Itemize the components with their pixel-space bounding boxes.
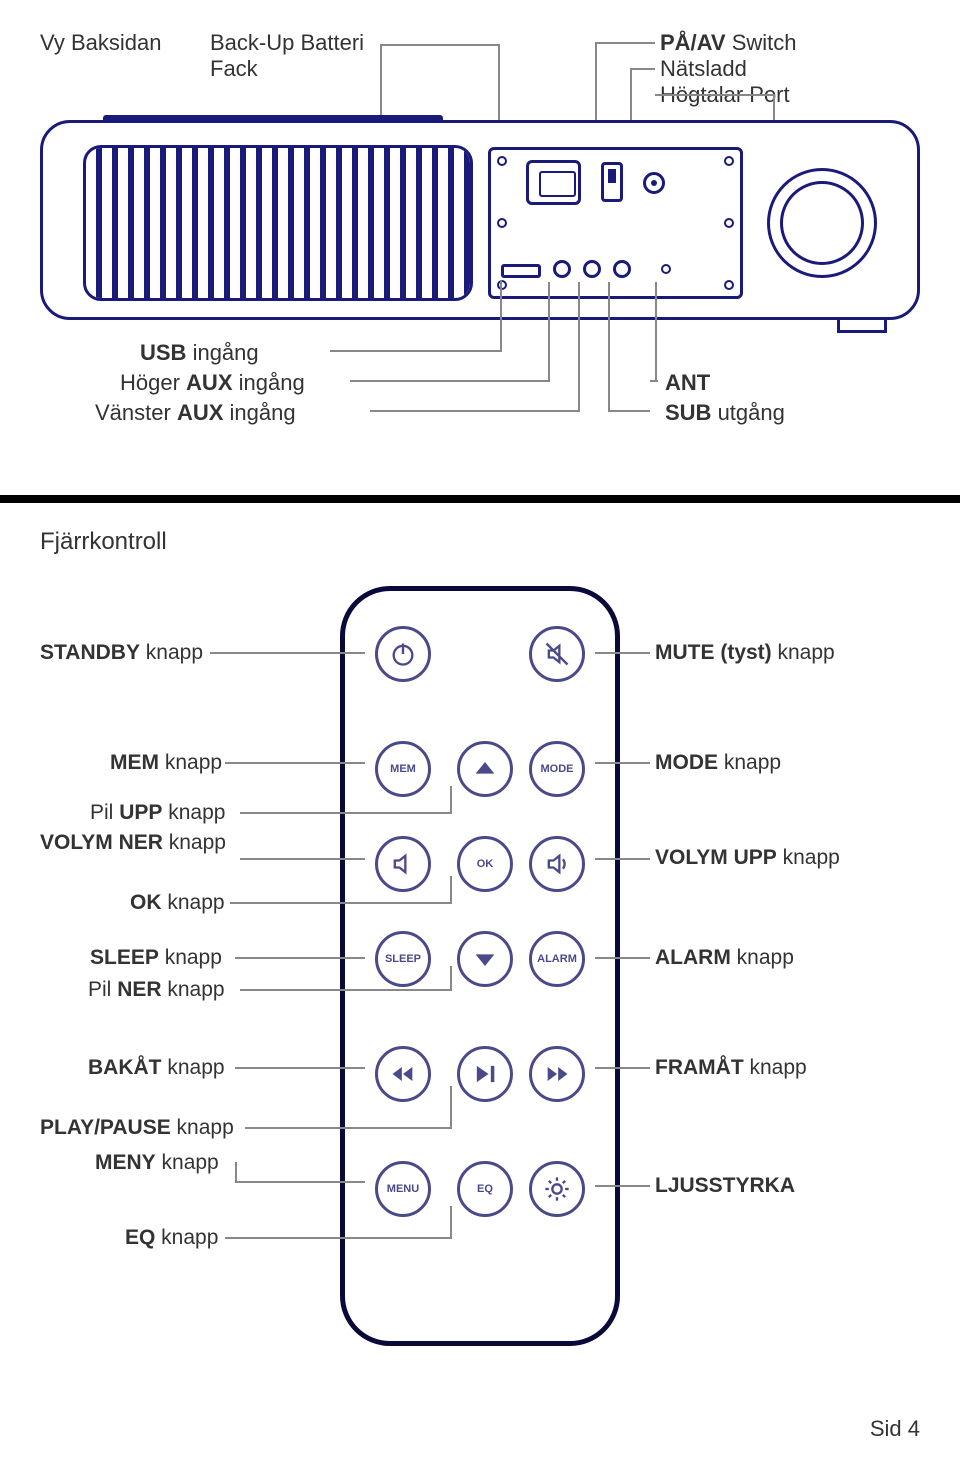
switch-label: PÅ/AV Switch [660, 30, 797, 56]
menu-button: MENU [375, 1161, 431, 1217]
mem-button: MEM [375, 741, 431, 797]
menu-label: MENY knapp [95, 1151, 219, 1175]
next-button [529, 1046, 585, 1102]
brightness-button [529, 1161, 585, 1217]
mute-label: MUTE (tyst) knapp [655, 641, 835, 665]
alarm-label: ALARM knapp [655, 946, 794, 970]
usb-port [501, 264, 541, 278]
back-label: BAKÅT knapp [88, 1056, 225, 1080]
back-view-title: Vy Baksidan [40, 30, 161, 56]
prev-button [375, 1046, 431, 1102]
play-pause-button [457, 1046, 513, 1102]
usb-label: USB ingång [140, 340, 259, 366]
page-number: Sid 4 [40, 1416, 920, 1442]
device-back-illustration [40, 120, 920, 320]
play-label: PLAY/PAUSE knapp [40, 1116, 234, 1140]
standby-label: STANDBY knapp [40, 641, 203, 665]
aux-r-label: Höger AUX ingång [120, 370, 305, 396]
vol-up-label: VOLYM UPP knapp [655, 846, 840, 870]
mode-label: MODE knapp [655, 751, 781, 775]
standby-button-icon [375, 626, 431, 682]
ant-terminal [661, 264, 671, 274]
power-switch [601, 162, 623, 202]
speaker-grill [83, 145, 473, 301]
sub-jack [613, 260, 631, 278]
aux-l-jack [583, 260, 601, 278]
aux-l-label: Vänster AUX ingång [95, 400, 296, 426]
ok-button: OK [457, 836, 513, 892]
vol-down-label: VOLYM NER knapp [40, 831, 226, 855]
speaker-port [767, 168, 877, 278]
cord-label: Nätsladd [660, 56, 747, 82]
arrow-up-button [457, 741, 513, 797]
sub-label: SUB utgång [665, 400, 785, 426]
mute-button-icon [529, 626, 585, 682]
remote-section-title: Fjärrkontroll [40, 528, 920, 556]
ant-label: ANT [665, 370, 710, 396]
eq-button: EQ [457, 1161, 513, 1217]
alarm-button: ALARM [529, 931, 585, 987]
led-indicator [643, 172, 665, 194]
battery-label-2: Fack [210, 56, 258, 82]
section-divider [0, 495, 960, 503]
power-socket [526, 160, 581, 205]
vol-down-button [375, 836, 431, 892]
remote-illustration: MEM MODE OK SLEEP ALARM MENU EQ [340, 586, 620, 1346]
arrow-down-label: Pil NER knapp [88, 978, 225, 1002]
mem-label: MEM knapp [110, 751, 222, 775]
battery-label-1: Back-Up Batteri [210, 30, 364, 56]
sleep-button: SLEEP [375, 931, 431, 987]
vol-up-button [529, 836, 585, 892]
connector-panel [488, 147, 743, 299]
eq-label: EQ knapp [125, 1226, 218, 1250]
fwd-label: FRAMÅT knapp [655, 1056, 807, 1080]
arrow-down-button [457, 931, 513, 987]
aux-r-jack [553, 260, 571, 278]
arrow-up-label: Pil UPP knapp [90, 801, 225, 825]
light-label: LJUSSTYRKA [655, 1174, 795, 1198]
mode-button: MODE [529, 741, 585, 797]
sleep-label: SLEEP knapp [90, 946, 222, 970]
ok-label: OK knapp [130, 891, 225, 915]
